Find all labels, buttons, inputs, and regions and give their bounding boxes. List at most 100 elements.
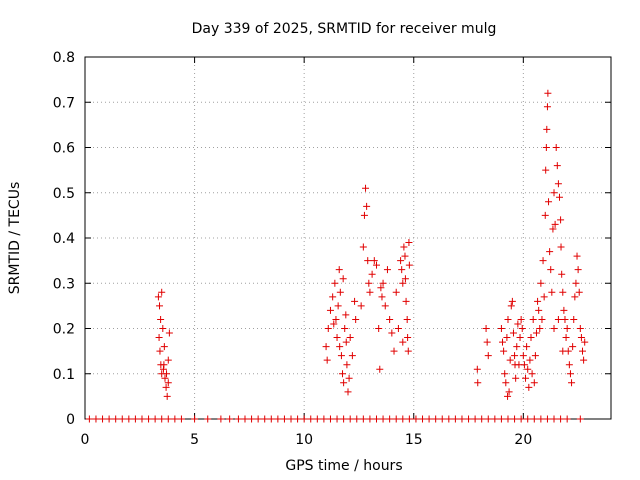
data-point bbox=[159, 365, 167, 373]
data-point bbox=[156, 302, 164, 310]
data-point bbox=[553, 162, 561, 170]
data-point bbox=[507, 302, 515, 310]
data-point bbox=[398, 266, 406, 274]
data-point bbox=[501, 370, 509, 378]
data-point bbox=[254, 415, 262, 423]
data-point bbox=[542, 166, 550, 174]
data-point bbox=[438, 415, 446, 423]
data-point bbox=[322, 343, 330, 351]
data-point bbox=[528, 370, 536, 378]
data-point bbox=[419, 415, 427, 423]
data-point bbox=[405, 415, 413, 423]
data-point bbox=[484, 352, 492, 360]
data-point bbox=[359, 243, 367, 251]
data-point bbox=[151, 415, 159, 423]
data-point bbox=[343, 361, 351, 369]
data-point bbox=[342, 338, 350, 346]
data-point bbox=[344, 388, 352, 396]
data-point bbox=[392, 288, 400, 296]
data-point bbox=[518, 325, 526, 332]
data-point bbox=[563, 415, 571, 423]
data-point bbox=[307, 415, 315, 423]
data-point bbox=[366, 288, 374, 296]
data-point bbox=[558, 270, 566, 278]
data-point bbox=[332, 315, 340, 323]
data-point bbox=[548, 288, 556, 296]
data-point bbox=[345, 374, 353, 382]
data-point bbox=[550, 415, 558, 423]
data-point bbox=[336, 288, 344, 296]
data-point bbox=[375, 325, 383, 332]
data-point bbox=[577, 334, 585, 342]
data-point bbox=[339, 370, 347, 378]
data-point bbox=[397, 257, 405, 265]
data-point bbox=[502, 379, 510, 387]
data-point bbox=[540, 293, 548, 301]
data-point bbox=[248, 415, 256, 423]
data-point bbox=[574, 266, 582, 274]
data-point bbox=[335, 266, 343, 274]
data-point bbox=[145, 415, 153, 423]
data-point bbox=[482, 325, 490, 332]
data-point bbox=[320, 415, 328, 423]
data-point bbox=[504, 415, 512, 423]
data-point bbox=[377, 284, 385, 292]
data-point bbox=[348, 352, 356, 360]
data-point bbox=[234, 415, 242, 423]
data-point bbox=[131, 415, 139, 423]
grid-layer bbox=[85, 57, 611, 419]
data-point bbox=[342, 311, 350, 319]
y-axis-label: SRMTID / TECUs bbox=[7, 182, 23, 295]
data-point bbox=[372, 415, 380, 423]
data-point bbox=[404, 347, 412, 355]
data-point bbox=[509, 329, 517, 337]
y-tick-label: 0.3 bbox=[53, 276, 75, 292]
data-point bbox=[171, 415, 179, 423]
data-point bbox=[538, 315, 546, 323]
data-point bbox=[204, 415, 212, 423]
data-point bbox=[557, 216, 565, 224]
data-point bbox=[390, 347, 398, 355]
data-point bbox=[359, 415, 367, 423]
data-point bbox=[392, 415, 400, 423]
y-tick-label: 0.4 bbox=[53, 231, 75, 247]
data-point bbox=[333, 415, 341, 423]
data-point bbox=[346, 415, 354, 423]
data-point bbox=[158, 415, 166, 423]
x-tick-label: 10 bbox=[295, 432, 313, 448]
data-point bbox=[497, 415, 505, 423]
data-point bbox=[366, 415, 374, 423]
x-tick-label: 0 bbox=[81, 432, 90, 448]
data-point bbox=[340, 379, 348, 387]
data-point bbox=[570, 315, 578, 323]
data-point bbox=[112, 415, 120, 423]
data-point bbox=[99, 415, 107, 423]
data-point bbox=[566, 370, 574, 378]
data-point bbox=[551, 220, 559, 228]
data-point bbox=[330, 320, 338, 328]
data-point bbox=[379, 415, 387, 423]
data-point bbox=[261, 415, 269, 423]
data-point bbox=[164, 379, 172, 387]
data-point bbox=[388, 329, 396, 337]
data-point bbox=[576, 415, 584, 423]
data-point bbox=[217, 415, 225, 423]
data-point bbox=[543, 415, 551, 423]
data-point bbox=[522, 374, 530, 382]
data-point bbox=[478, 415, 486, 423]
data-point bbox=[554, 315, 562, 323]
data-point bbox=[162, 383, 170, 391]
data-point bbox=[352, 315, 360, 323]
data-point bbox=[402, 297, 410, 305]
data-point bbox=[351, 297, 359, 305]
data-point bbox=[530, 415, 538, 423]
data-point bbox=[331, 279, 339, 287]
data-point bbox=[541, 211, 549, 219]
data-point bbox=[554, 180, 562, 188]
data-point bbox=[573, 252, 581, 260]
data-point bbox=[432, 415, 440, 423]
data-point bbox=[118, 415, 126, 423]
data-point bbox=[401, 275, 409, 283]
data-point bbox=[559, 288, 567, 296]
